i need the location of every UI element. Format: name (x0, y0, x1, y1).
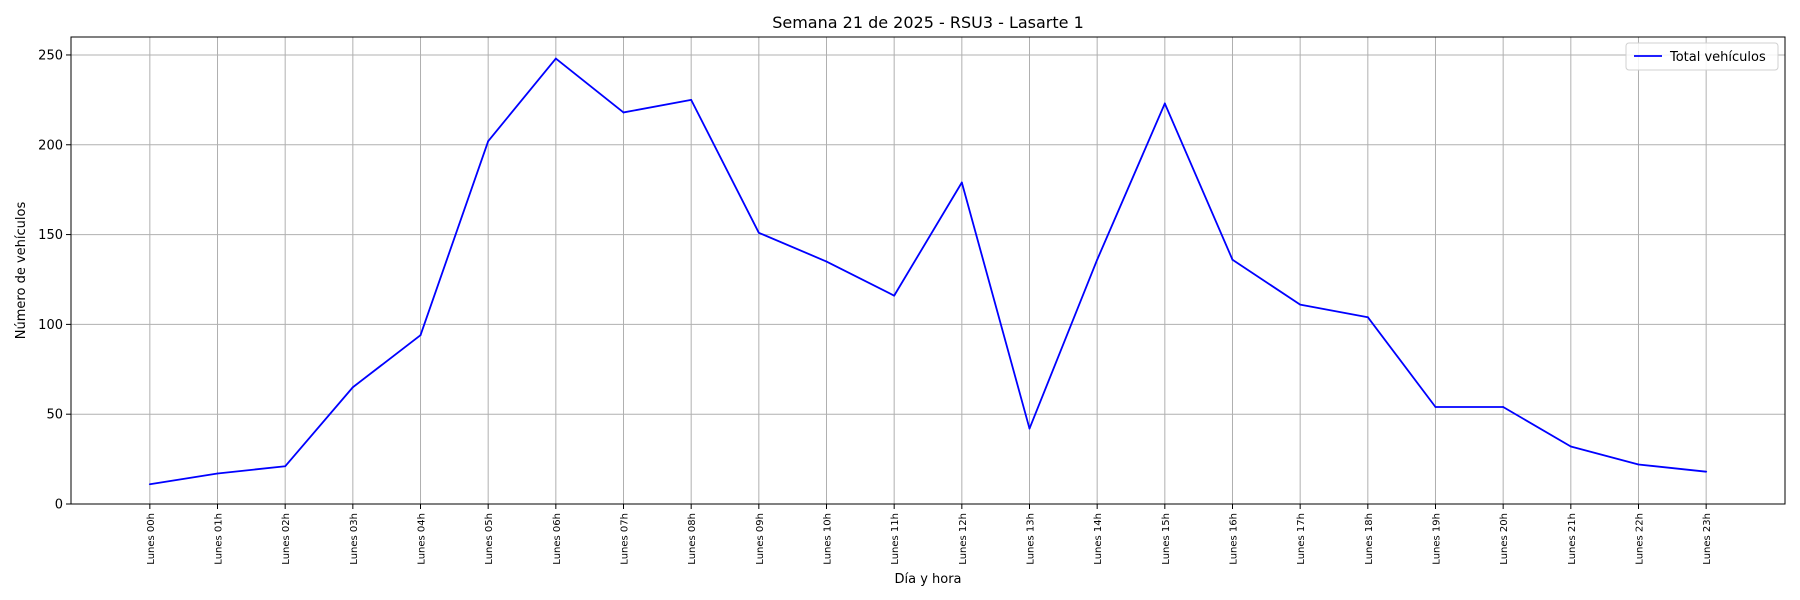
x-tick-label: Lunes 19h (1431, 513, 1442, 565)
x-tick-label: Lunes 20h (1499, 513, 1510, 565)
x-tick-label: Lunes 17h (1296, 513, 1307, 565)
x-tick-label: Lunes 21h (1567, 513, 1578, 565)
y-tick-label: 150 (38, 228, 63, 243)
data-point (690, 98, 693, 101)
data-point (960, 181, 963, 184)
x-tick-label: Lunes 23h (1702, 513, 1713, 565)
x-tick-label: Lunes 11h (890, 513, 901, 565)
x-tick-label: Lunes 18h (1364, 513, 1375, 565)
series-line (149, 57, 1707, 486)
x-tick-label: Lunes 08h (687, 513, 698, 565)
data-point (825, 260, 828, 263)
grid (71, 37, 1785, 505)
data-point (757, 231, 760, 234)
data-point (622, 111, 625, 114)
data-point (351, 386, 354, 389)
series-layer (148, 57, 1708, 486)
data-point (1705, 470, 1708, 473)
data-point (1502, 406, 1505, 408)
x-tick-label: Lunes 07h (620, 513, 631, 565)
x-tick-label: Lunes 02h (281, 513, 292, 565)
x-tick-label: Lunes 15h (1161, 513, 1172, 565)
data-point (148, 483, 151, 486)
data-point (1096, 258, 1099, 261)
x-tick-label: Lunes 22h (1634, 513, 1645, 565)
plot-frame (70, 36, 1786, 505)
data-point (1637, 463, 1640, 466)
x-tick-label: Lunes 10h (823, 513, 834, 565)
y-tick-label: 0 (55, 498, 63, 513)
x-tick-label: Lunes 03h (349, 513, 360, 565)
data-point (893, 294, 896, 297)
x-tick-label: Lunes 12h (958, 513, 969, 565)
data-point (419, 334, 422, 337)
axes: Lunes 00h Lunes 01h Lunes 02h Lunes 03h Lune… (38, 36, 1786, 565)
legend: Total vehículos (1625, 42, 1779, 71)
x-tick-label: Lunes 06h (552, 513, 563, 565)
y-axis-label: Número de vehículos (14, 202, 29, 340)
data-point (1163, 102, 1166, 105)
y-tick-label: 50 (46, 408, 63, 423)
x-tick-label: Lunes 16h (1228, 513, 1239, 565)
y-tick-label: 250 (38, 48, 63, 63)
data-point (1028, 427, 1031, 430)
data-point (1366, 316, 1369, 319)
x-tick-label: Lunes 01h (214, 513, 225, 565)
x-tick-label: Lunes 04h (417, 513, 428, 565)
data-point (554, 57, 557, 60)
y-tick-label: 200 (38, 138, 63, 153)
legend-box (1625, 42, 1779, 71)
y-tick-label: 100 (38, 318, 63, 333)
x-tick-label: Lunes 05h (484, 513, 495, 565)
data-point (487, 140, 490, 143)
chart-title: Semana 21 de 2025 - RSU3 - Lasarte 1 (772, 13, 1084, 32)
data-point (1231, 258, 1234, 261)
x-tick-label: Lunes 09h (755, 513, 766, 565)
data-point (1434, 406, 1437, 408)
labels: Semana 21 de 2025 - RSU3 - Lasarte 1 Día… (14, 13, 1084, 587)
x-axis-label: Día y hora (894, 572, 961, 587)
data-point (1569, 445, 1572, 448)
x-tick-label: Lunes 13h (1025, 513, 1036, 565)
x-tick-label: Lunes 14h (1093, 513, 1104, 565)
legend-label: Total vehículos (1669, 50, 1766, 65)
data-point (216, 472, 219, 475)
data-point (284, 465, 287, 468)
data-point (1299, 303, 1302, 306)
x-tick-label: Lunes 00h (146, 513, 157, 565)
